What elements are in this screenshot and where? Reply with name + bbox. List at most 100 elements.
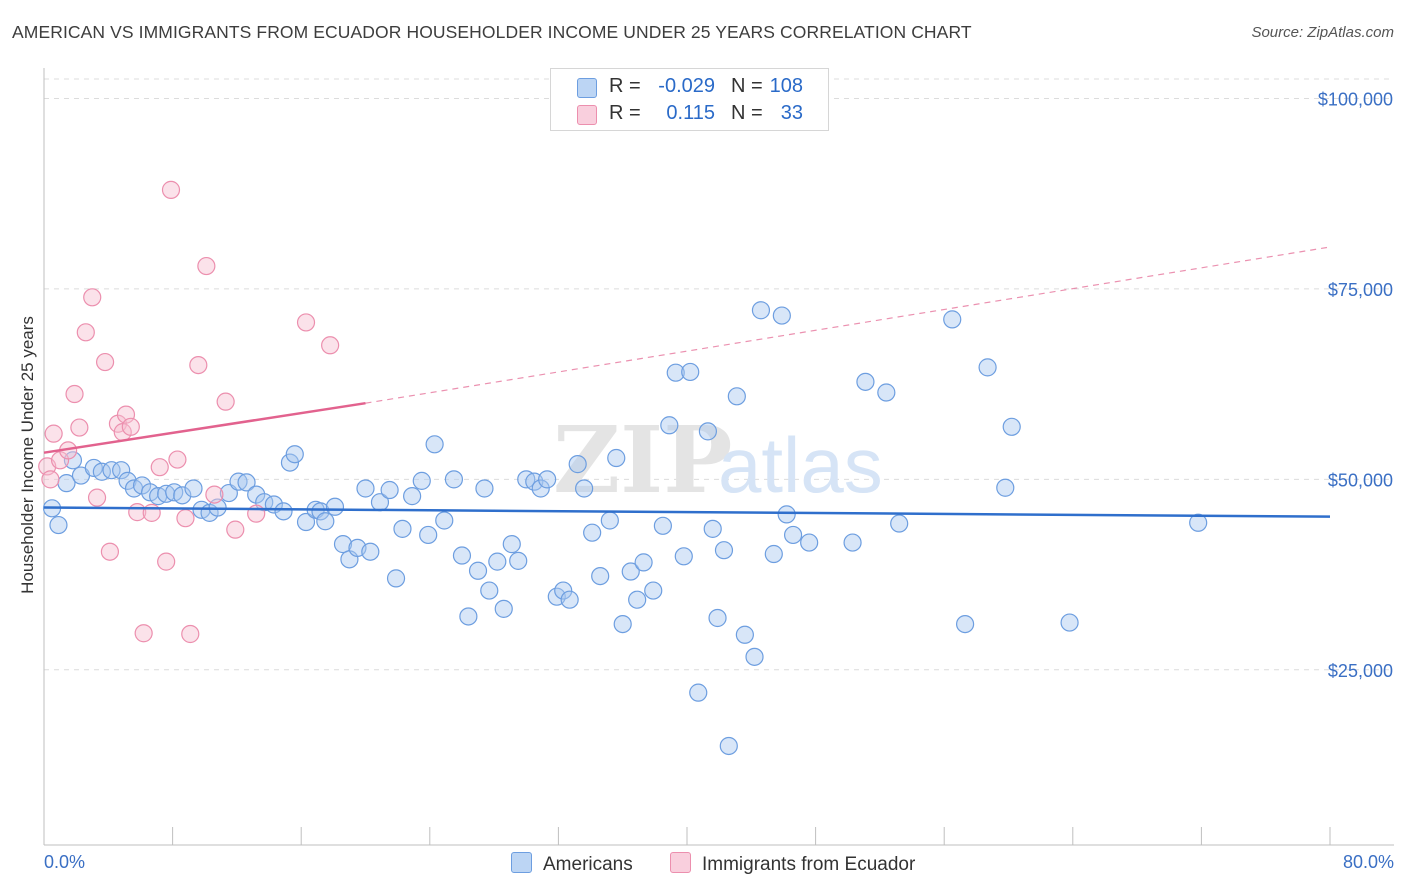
americans-point [444,470,464,489]
r-label: R = [609,102,641,124]
ecuador-point [100,542,120,561]
ecuador-n-value: 33 [780,102,803,124]
americans-point [613,614,632,634]
data-points [38,180,1208,756]
americans-point [488,552,507,571]
ecuador-point [87,488,107,507]
americans-point [568,455,587,474]
correlation-legend: R = -0.029 N = 108 R = 0.115 N = 33 [550,68,829,131]
americans-point [955,614,975,634]
legend-row-ecuador: R = 0.115 N = 33 [551,101,828,127]
americans-point [783,525,803,545]
americans-point [800,533,819,552]
americans-point [296,512,316,532]
ecuador-point [176,509,195,528]
americans-point [575,479,594,498]
ecuador-point [321,336,340,355]
americans-point [63,451,83,470]
americans-point [666,363,685,382]
ecuador-point [142,503,161,522]
americans-point [49,515,68,535]
ecuador-point [197,256,216,276]
americans-point [386,569,406,588]
americans-point [480,581,499,600]
y-tick-label: $25,000 [1328,661,1393,681]
n-label: N = [731,102,763,124]
y-tick-labels: $25,000 $50,000 $75,000 $100,000 [1318,89,1393,680]
y-axis-label: Householder Income Under 25 years [18,316,37,594]
americans-point [708,608,727,628]
americans-point [311,502,330,521]
ecuador-r-value: 0.115 [666,102,715,124]
americans-point [600,511,619,530]
trend-lines [43,246,1331,518]
ecuador-point [205,485,224,504]
ecuador-legend-label: Immigrants from Ecuador [702,854,916,875]
americans-point [719,736,738,756]
ecuador-point [157,552,176,571]
americans-point [435,511,454,530]
americans-point [943,310,962,329]
americans-point [621,562,640,581]
americans-point [745,647,764,666]
watermark-atlas: atlas [718,421,883,509]
americans-point [452,546,472,565]
americans-point [316,512,335,531]
americans-legend-swatch [511,852,532,873]
r-label: R = [609,75,641,97]
ecuador-point [83,288,102,307]
ecuador-swatch [577,105,597,125]
ecuador-point [150,458,169,477]
y-tick-label: $100,000 [1318,89,1393,109]
americans-point [356,479,375,498]
americans-point [674,547,693,566]
chart-title: AMERICAN VS IMMIGRANTS FROM ECUADOR HOUS… [12,22,972,42]
americans-legend-label: Americans [543,854,633,875]
gridlines [44,78,1394,671]
americans-point [184,479,203,498]
americans-point [628,590,647,609]
americans-point [843,533,862,552]
americans-point [698,422,717,441]
americans-point [634,553,653,572]
americans-point [554,581,573,600]
ecuador-point [216,392,235,411]
americans-point [644,581,663,600]
watermark-zip: ZIP [553,406,732,514]
americans-point [403,487,422,506]
americans-point [419,525,438,545]
americans-point [412,471,431,490]
ecuador-trend-extension [365,246,1331,404]
ecuador-point [161,180,181,199]
americans-point [653,516,672,535]
ecuador-point [70,418,89,437]
americans-point [681,362,700,382]
americans-point [1002,417,1021,436]
ecuador-point [41,470,60,489]
americans-point [502,535,521,554]
legend-americans[interactable]: Americans [511,852,633,876]
americans-point [777,505,796,524]
source-label: Source: ZipAtlas.com [1251,24,1394,41]
americans-trend-line [43,506,1331,518]
americans-point [890,514,909,533]
ecuador-point [121,417,140,436]
n-label: N = [731,75,763,97]
ecuador-point [44,424,63,443]
ecuador-legend-swatch [670,852,691,873]
ecuador-point [181,624,200,644]
americans-point [361,542,380,561]
americans-point [118,471,137,490]
americans-point [380,480,399,500]
legend-ecuador[interactable]: Immigrants from Ecuador [670,852,915,876]
ecuador-point [65,384,84,404]
x-tick-max: 80.0% [1342,852,1394,872]
ecuador-point [226,520,245,539]
americans-point [280,453,300,472]
americans-point [475,479,494,498]
americans-point [560,590,579,609]
americans-point [538,470,557,489]
ecuador-point [134,624,153,643]
americans-point [856,372,875,391]
americans-n-value: 108 [769,75,803,97]
